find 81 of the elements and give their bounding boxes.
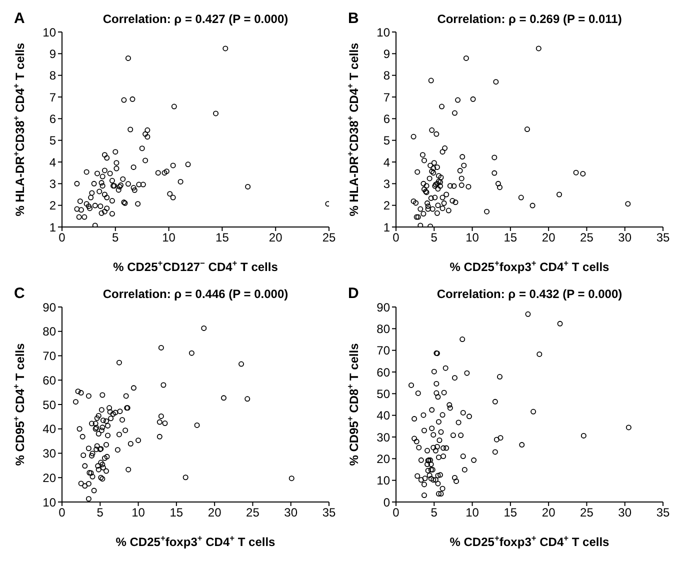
y-tick-label: 40: [42, 422, 56, 436]
y-tick-label: 1: [383, 220, 390, 234]
text: C: [14, 285, 25, 302]
y-tick-label: 9: [49, 46, 56, 61]
y-tick-label: 4: [383, 155, 390, 170]
x-tick-label: 25: [580, 230, 594, 245]
y-tick-label: 8: [383, 68, 390, 83]
y-tick-label: 40: [376, 408, 390, 423]
x-tick-label: 20: [542, 230, 556, 245]
x-tick-label: 0: [392, 506, 400, 520]
x-tick-label: 30: [284, 506, 298, 520]
y-tick-label: 3: [383, 176, 390, 191]
y-tick-label: 20: [376, 452, 390, 466]
x-tick-label: 15: [504, 230, 518, 245]
x-tick-label: 10: [162, 230, 176, 245]
x-tick-label: 10: [132, 506, 146, 520]
x-tick-label: 15: [170, 506, 184, 520]
y-tick-label: 70: [376, 344, 390, 358]
y-tick-label: 60: [376, 365, 390, 380]
y-tick-label: 10: [376, 25, 390, 40]
chart-title: Correlation: ρ = 0.269 (P = 0.011): [437, 12, 622, 26]
x-axis-title: % CD25$^{+}$foxp3$^{+}$ CD4$^{+}$ T cells: [450, 533, 610, 549]
x-tick-label: 5: [112, 230, 120, 245]
x-tick-label: 35: [656, 506, 670, 520]
y-tick-label: 80: [376, 322, 390, 336]
x-tick-label: 10: [466, 506, 480, 520]
x-axis-title: % CD25$^{+}$foxp3$^{+}$ CD4$^{+}$ T cells: [116, 533, 276, 549]
x-axis-title: % CD25$^{+}$foxp3$^{+}$ CD4$^{+}$ T cells: [450, 258, 610, 274]
x-tick-label: 35: [322, 506, 336, 520]
y-tick-label: 50: [376, 386, 390, 401]
x-tick-label: 25: [580, 506, 594, 520]
y-tick-label: 3: [49, 176, 56, 191]
y-tick-label: 7: [49, 90, 56, 104]
y-tick-label: 4: [49, 155, 56, 170]
x-tick-label: 15: [216, 230, 230, 245]
x-tick-label: 30: [618, 506, 632, 520]
y-tick-label: 20: [42, 470, 56, 485]
x-tick-label: 5: [96, 506, 104, 520]
x-tick-label: 25: [246, 506, 260, 520]
x-tick-label: 10: [466, 230, 480, 245]
text: A: [14, 10, 25, 27]
x-tick-label: 20: [208, 506, 222, 520]
y-tick-label: 10: [376, 474, 390, 488]
y-tick-label: 5: [383, 134, 390, 148]
y-tick-label: 2: [383, 198, 390, 213]
x-tick-label: 20: [542, 506, 556, 520]
y-tick-label: 80: [42, 324, 56, 339]
x-tick-label: 25: [322, 230, 336, 245]
y-tick-label: 30: [42, 446, 56, 461]
x-tick-label: 15: [504, 506, 518, 520]
y-tick-label: 70: [42, 349, 56, 364]
y-tick-label: 7: [383, 90, 390, 104]
y-tick-label: 8: [49, 68, 56, 83]
y-tick-label: 0: [383, 495, 390, 510]
chart-title: Correlation: ρ = 0.427 (P = 0.000): [102, 12, 288, 26]
x-tick-label: 30: [618, 230, 632, 245]
y-tick-label: 60: [42, 373, 56, 388]
x-tick-label: 35: [656, 230, 670, 245]
x-tick-label: 5: [430, 506, 438, 520]
x-tick-label: 0: [58, 506, 66, 520]
y-tick-label: 30: [376, 430, 390, 444]
y-tick-label: 90: [42, 300, 56, 314]
y-tick-label: 90: [376, 300, 390, 314]
y-tick-label: 5: [49, 134, 56, 148]
x-tick-label: 0: [392, 230, 400, 245]
text: B: [348, 10, 359, 27]
y-tick-label: 9: [383, 46, 390, 61]
y-tick-label: 10: [42, 495, 56, 510]
x-axis-title: % CD25$^{+}$CD127$^{−}$ CD4$^{+}$ T cells: [113, 258, 278, 274]
chart-title: Correlation: ρ = 0.446 (P = 0.000): [102, 287, 288, 301]
y-tick-label: 50: [42, 398, 56, 412]
y-tick-label: 10: [42, 25, 56, 40]
y-tick-label: 6: [383, 112, 390, 126]
chart-title: Correlation: ρ = 0.432 (P = 0.000): [436, 287, 622, 301]
x-tick-label: 0: [58, 230, 66, 245]
text: D: [348, 285, 359, 302]
x-tick-label: 20: [268, 230, 283, 245]
x-tick-label: 5: [430, 230, 438, 245]
y-tick-label: 2: [49, 198, 56, 213]
y-tick-label: 1: [49, 220, 56, 234]
y-tick-label: 6: [49, 112, 56, 126]
